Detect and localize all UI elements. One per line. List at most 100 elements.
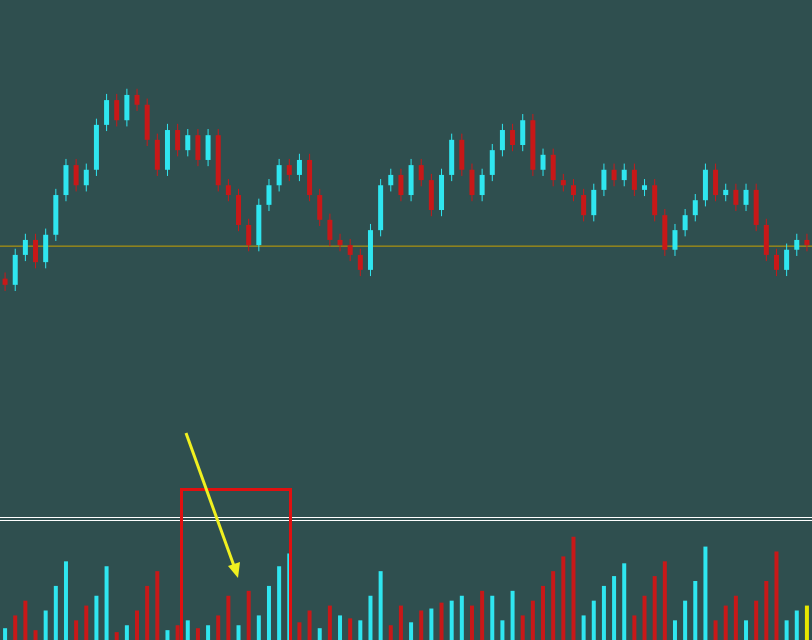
histogram-bar [53,585,58,640]
histogram-bar [622,563,627,640]
candle-body [327,219,333,240]
candle-body [621,169,627,181]
histogram-bar [94,595,99,640]
candle-body [631,169,637,190]
histogram-bar [510,590,515,640]
candle-body [337,239,343,246]
candle-body [652,185,658,216]
histogram-bar [693,581,698,640]
candle-body [753,189,759,225]
candle-body [357,254,363,270]
histogram-bar [165,630,170,640]
histogram-bar [571,536,576,640]
histogram-bar [216,615,221,640]
candle-body [733,189,739,205]
candle-body [540,154,546,170]
histogram-bar [104,566,109,640]
histogram-bar [642,595,647,640]
candle-body [276,165,282,186]
histogram-bar [155,571,160,640]
candle-body [672,230,678,250]
candle-body [154,139,160,170]
histogram-bar [723,605,728,640]
histogram-bar [520,615,525,640]
histogram-bar [256,615,261,640]
histogram-bar [469,605,474,640]
histogram-bar [652,576,657,640]
candle-body [104,100,110,125]
candle-body [378,185,384,231]
candle-body [662,215,668,250]
candle-body [763,224,769,255]
histogram-bar [612,576,617,640]
candle-body [114,100,120,121]
candle-body [317,195,323,220]
histogram-bar [236,625,241,640]
candle-body [449,139,455,175]
candle-body [388,174,394,186]
candle-body [642,185,648,190]
histogram-bar [398,605,403,640]
candle-body [185,135,191,151]
histogram-bar [530,600,535,640]
candle-body [63,165,69,196]
histogram-bar [368,595,373,640]
histogram-bar [490,595,495,640]
candle-body [175,130,181,151]
candle-body [469,169,475,196]
histogram-bar [754,600,759,640]
histogram-bar [429,608,434,640]
candle-body [682,215,688,231]
histogram-bar [63,561,68,640]
histogram-bar [33,630,38,640]
candle-body [804,239,810,246]
candle-body [367,230,373,270]
candle-body [2,278,8,285]
candle-body [479,174,485,196]
histogram-bar [348,618,353,640]
histogram-bar [388,625,393,640]
candle-body [144,104,150,140]
candle-body [560,180,566,186]
candle-body [713,169,719,196]
candle-body [591,189,597,216]
candle-body [439,174,445,211]
histogram-bar [804,605,809,640]
candle-body [53,195,59,235]
candle-body [124,94,130,121]
candle-body [347,245,353,255]
histogram-bar [206,625,211,640]
candle-body [164,130,170,170]
candle-body [83,169,89,186]
histogram-bar [266,585,271,640]
histogram-bar [185,620,190,640]
highlight-box [180,488,292,640]
candle-body [134,94,140,105]
candle-body [510,130,516,145]
candle-body [22,239,28,255]
candle-body [794,239,800,250]
histogram-bar [378,571,383,640]
candle-body [225,185,231,196]
histogram-bar [632,615,637,640]
arrow-head [228,562,240,578]
candle-body [408,165,414,196]
histogram-bar [459,595,464,640]
histogram-bar [3,628,8,640]
histogram-bar [338,615,343,640]
histogram-bar [84,605,89,640]
candle-body [773,254,779,270]
histogram-bar [23,600,28,640]
histogram-bar [226,595,231,640]
candle-body [550,154,556,181]
candle-body [246,224,252,246]
candle-body [489,150,495,175]
histogram-bar [764,581,769,640]
histogram-bar [541,585,546,640]
candle-body [784,249,790,270]
candle-body [530,120,536,170]
candle-body [93,124,99,170]
candle-body [702,169,708,201]
candle-body [205,135,211,160]
histogram-bar [500,620,505,640]
